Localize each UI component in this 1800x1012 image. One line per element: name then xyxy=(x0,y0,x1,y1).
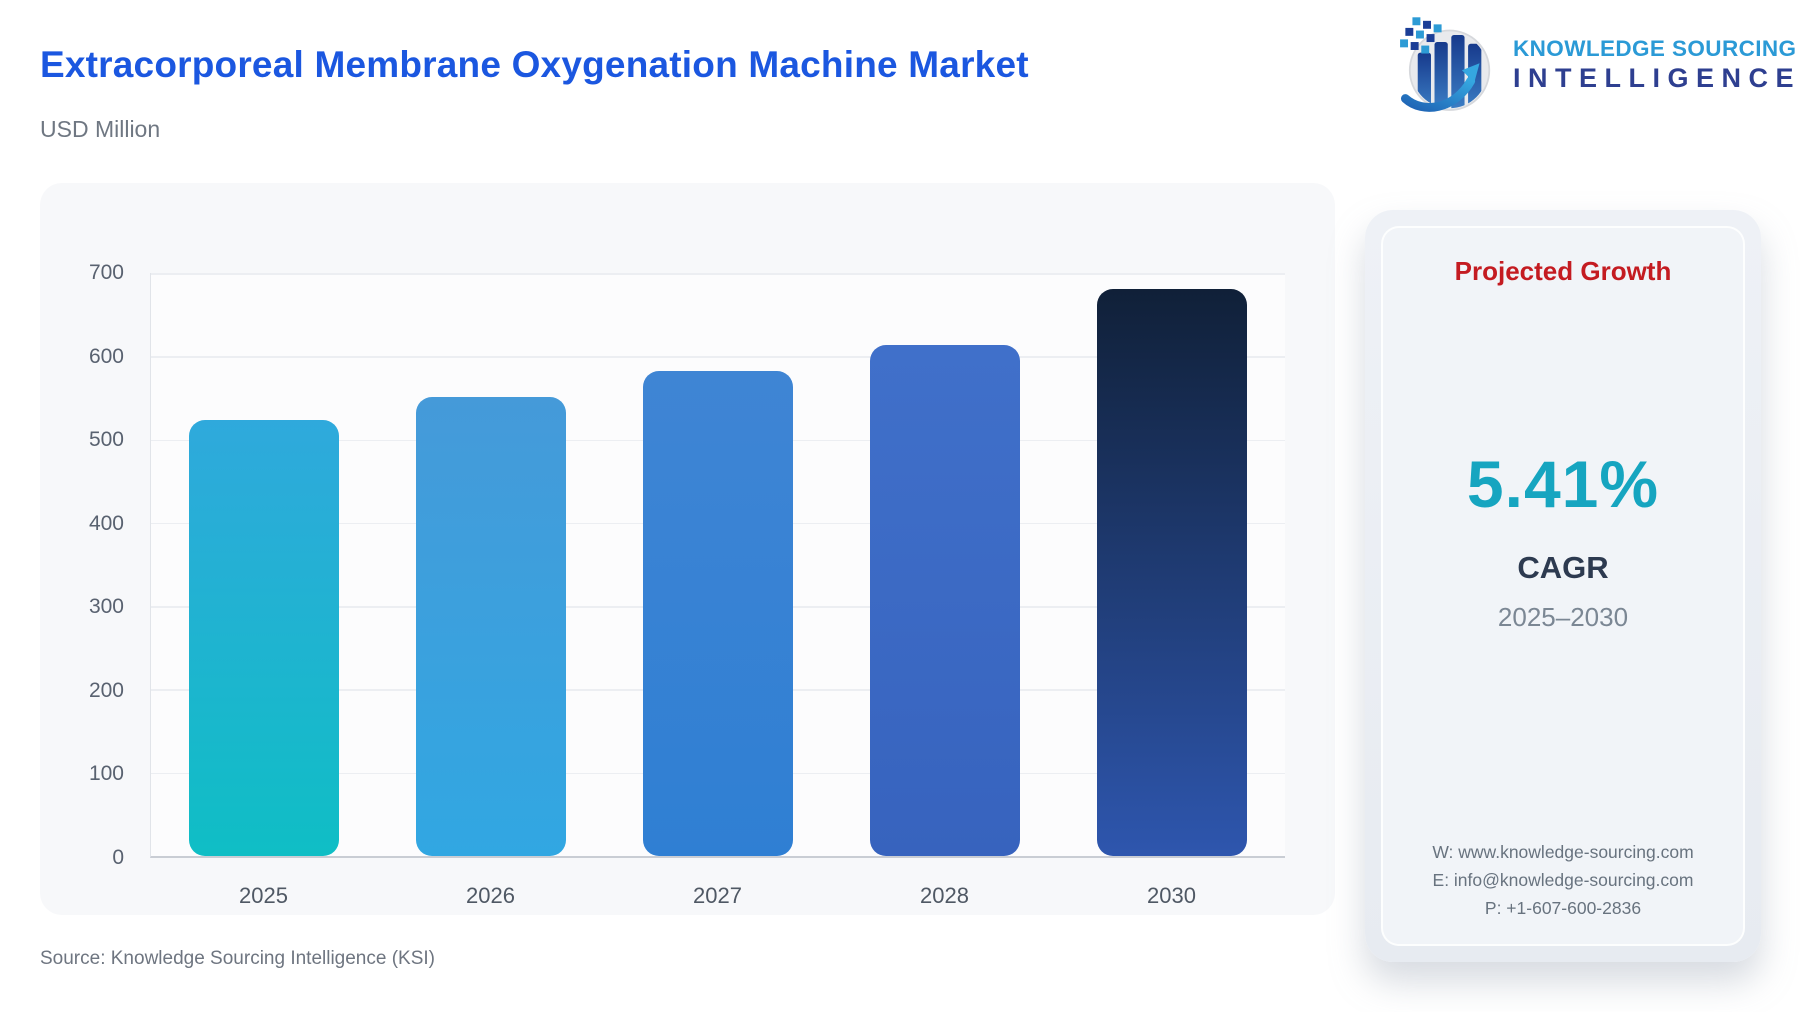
logo-line1: KNOWLEDGE SOURCING xyxy=(1513,36,1797,62)
x-tick-label: 2026 xyxy=(466,883,515,908)
y-axis-labels: 0 100 200 300 400 500 600 700 xyxy=(40,261,140,869)
y-tick-label: 100 xyxy=(88,762,124,786)
x-tick-label: 2030 xyxy=(1147,883,1196,908)
cagr-label: CAGR xyxy=(1517,549,1609,585)
bar-2028 xyxy=(869,345,1020,856)
bar-slot xyxy=(378,273,605,856)
y-tick-label: 600 xyxy=(88,344,124,368)
panel-title: Projected Growth xyxy=(1454,256,1672,286)
page-title: Extracorporeal Membrane Oxygenation Mach… xyxy=(40,44,1029,85)
projected-growth-panel: Projected Growth 5.41% CAGR 2025–2030 W:… xyxy=(1365,210,1761,962)
bar-slot xyxy=(605,273,832,856)
bar-slot xyxy=(1058,273,1285,856)
contact-phone: P: +1-607-600-2836 xyxy=(1484,898,1642,918)
gridline xyxy=(151,356,1285,358)
x-axis-labels: 2025 2026 2027 2028 2030 xyxy=(150,883,1285,909)
bar-2027 xyxy=(642,371,793,856)
company-logo: KNOWLEDGE SOURCING INTELLIGENCE xyxy=(1393,12,1800,118)
bar-2025 xyxy=(189,420,340,856)
logo-line2: INTELLIGENCE xyxy=(1513,63,1800,94)
bar-slot xyxy=(151,273,378,856)
y-tick-label: 400 xyxy=(88,511,124,535)
logo-pixel-squares xyxy=(1400,17,1442,54)
y-tick-label: 200 xyxy=(88,678,124,702)
bars xyxy=(151,273,1285,856)
cagr-value: 5.41% xyxy=(1466,446,1660,521)
bar-chart-card: 0 100 200 300 400 500 600 700 2025 2026 2027 2028 2… xyxy=(40,183,1335,915)
logo-globe-chart-icon xyxy=(1393,12,1499,118)
y-tick-label: 700 xyxy=(88,261,124,284)
bar-2026 xyxy=(416,397,567,856)
bar-slot xyxy=(831,273,1058,856)
chart-unit-label: USD Million xyxy=(40,116,161,142)
bar-2030 xyxy=(1096,288,1247,856)
logo-text: KNOWLEDGE SOURCING INTELLIGENCE xyxy=(1513,36,1800,93)
x-tick-label: 2027 xyxy=(693,883,742,908)
gridline xyxy=(151,273,1285,275)
contact-email: E: info@knowledge-sourcing.com xyxy=(1432,870,1694,890)
plot-area xyxy=(150,273,1285,858)
y-tick-label: 500 xyxy=(88,428,124,452)
contact-block: W: www.knowledge-sourcing.com E: info@kn… xyxy=(1432,838,1693,922)
x-tick-label: 2025 xyxy=(239,883,288,908)
projected-growth-panel-inner: Projected Growth 5.41% CAGR 2025–2030 W:… xyxy=(1381,226,1745,946)
y-tick-label: 300 xyxy=(88,595,124,619)
x-tick-label: 2028 xyxy=(920,883,969,908)
y-tick-label: 0 xyxy=(112,846,124,869)
contact-website: W: www.knowledge-sourcing.com xyxy=(1432,842,1694,862)
source-note: Source: Knowledge Sourcing Intelligence … xyxy=(40,948,436,969)
cagr-period: 2025–2030 xyxy=(1497,601,1629,632)
